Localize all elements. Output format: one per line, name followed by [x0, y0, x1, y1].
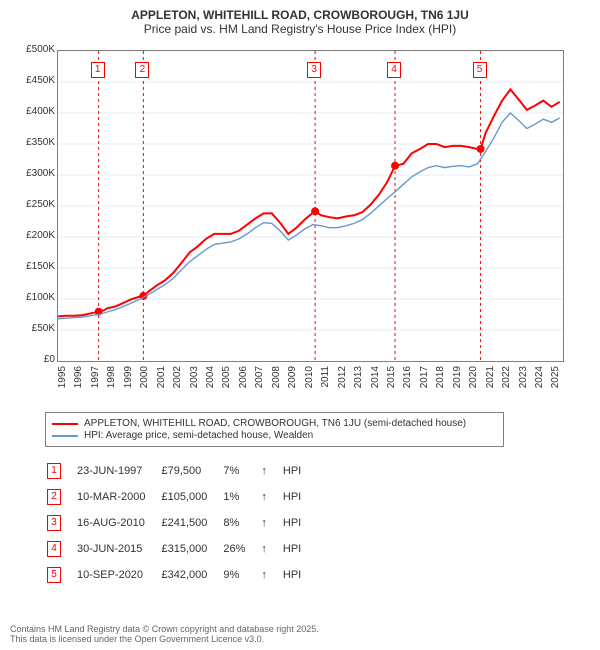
- legend: APPLETON, WHITEHILL ROAD, CROWBOROUGH, T…: [45, 412, 504, 447]
- sale-price: £342,000: [161, 563, 221, 587]
- table-row: 3 16-AUG-2010£241,5008%↑HPI: [47, 511, 315, 535]
- sale-date: 10-SEP-2020: [77, 563, 159, 587]
- sale-date: 30-JUN-2015: [77, 537, 159, 561]
- sales-table: 123-JUN-1997£79,5007%↑HPI210-MAR-2000£10…: [45, 457, 317, 589]
- sale-pct: 26%: [223, 537, 259, 561]
- y-axis-tick: £250K: [15, 199, 55, 210]
- y-axis-tick: £150K: [15, 261, 55, 272]
- sale-marker: 2: [47, 489, 61, 505]
- chart-title-2: Price paid vs. HM Land Registry's House …: [0, 22, 600, 40]
- legend-swatch-1: [52, 423, 78, 425]
- x-axis-tick: 2008: [271, 366, 282, 406]
- x-axis-tick: 2018: [435, 366, 446, 406]
- x-axis-tick: 2001: [156, 366, 167, 406]
- legend-item-2: HPI: Average price, semi-detached house,…: [52, 430, 497, 441]
- sale-marker: 4: [47, 541, 61, 557]
- legend-item-1: APPLETON, WHITEHILL ROAD, CROWBOROUGH, T…: [52, 418, 497, 429]
- x-axis-tick: 2009: [287, 366, 298, 406]
- y-axis-tick: £350K: [15, 137, 55, 148]
- x-axis-tick: 2021: [485, 366, 496, 406]
- sale-suffix: HPI: [283, 563, 315, 587]
- x-axis-tick: 2007: [254, 366, 265, 406]
- x-axis-tick: 2013: [353, 366, 364, 406]
- chart-area: £0 £50K £100K £150K £200K £250K £300K £350K £400…: [15, 40, 575, 410]
- y-axis-tick: £50K: [15, 323, 55, 334]
- event-marker-box: 4: [387, 62, 401, 78]
- y-axis-tick: £0: [15, 354, 55, 365]
- x-axis-tick: 2020: [468, 366, 479, 406]
- x-axis-tick: 1997: [90, 366, 101, 406]
- y-axis-tick: £300K: [15, 168, 55, 179]
- sale-direction-icon: ↑: [261, 537, 281, 561]
- sale-price: £105,000: [161, 485, 221, 509]
- footer-attribution: Contains HM Land Registry data © Crown c…: [10, 624, 319, 644]
- x-axis-tick: 1999: [123, 366, 134, 406]
- x-axis-tick: 2004: [205, 366, 216, 406]
- event-marker-box: 3: [307, 62, 321, 78]
- sale-direction-icon: ↑: [261, 485, 281, 509]
- x-axis-tick: 2025: [550, 366, 561, 406]
- legend-label-2: HPI: Average price, semi-detached house,…: [84, 430, 313, 441]
- sale-direction-icon: ↑: [261, 563, 281, 587]
- y-axis-tick: £500K: [15, 44, 55, 55]
- legend-swatch-2: [52, 435, 78, 437]
- x-axis-tick: 2010: [304, 366, 315, 406]
- sale-price: £79,500: [161, 459, 221, 483]
- x-axis-tick: 2019: [452, 366, 463, 406]
- sale-pct: 8%: [223, 511, 259, 535]
- sale-price: £241,500: [161, 511, 221, 535]
- x-axis-tick: 2016: [402, 366, 413, 406]
- sale-date: 16-AUG-2010: [77, 511, 159, 535]
- x-axis-tick: 2015: [386, 366, 397, 406]
- sale-pct: 9%: [223, 563, 259, 587]
- event-marker-box: 5: [473, 62, 487, 78]
- chart-title-1: APPLETON, WHITEHILL ROAD, CROWBOROUGH, T…: [0, 0, 600, 22]
- x-axis-tick: 2011: [320, 366, 331, 406]
- sale-suffix: HPI: [283, 537, 315, 561]
- x-axis-tick: 1996: [73, 366, 84, 406]
- footer-line-2: This data is licensed under the Open Gov…: [10, 634, 319, 644]
- table-row: 4 30-JUN-2015£315,00026%↑HPI: [47, 537, 315, 561]
- sale-date: 10-MAR-2000: [77, 485, 159, 509]
- table-row: 2 10-MAR-2000£105,0001%↑HPI: [47, 485, 315, 509]
- x-axis-tick: 2022: [501, 366, 512, 406]
- x-axis-tick: 2017: [419, 366, 430, 406]
- sale-marker: 3: [47, 515, 61, 531]
- x-axis-tick: 2005: [221, 366, 232, 406]
- x-axis-tick: 2000: [139, 366, 150, 406]
- table-row: 5 10-SEP-2020£342,0009%↑HPI: [47, 563, 315, 587]
- y-axis-tick: £200K: [15, 230, 55, 241]
- sale-price: £315,000: [161, 537, 221, 561]
- x-axis-tick: 2006: [238, 366, 249, 406]
- sale-direction-icon: ↑: [261, 459, 281, 483]
- sale-pct: 7%: [223, 459, 259, 483]
- x-axis-tick: 2002: [172, 366, 183, 406]
- chart-container: APPLETON, WHITEHILL ROAD, CROWBOROUGH, T…: [0, 0, 600, 650]
- sale-date: 23-JUN-1997: [77, 459, 159, 483]
- y-axis-tick: £400K: [15, 106, 55, 117]
- legend-label-1: APPLETON, WHITEHILL ROAD, CROWBOROUGH, T…: [84, 418, 466, 429]
- sale-marker: 5: [47, 567, 61, 583]
- event-marker-box: 2: [135, 62, 149, 78]
- plot-svg: [57, 50, 564, 362]
- sale-suffix: HPI: [283, 485, 315, 509]
- sale-pct: 1%: [223, 485, 259, 509]
- sale-suffix: HPI: [283, 459, 315, 483]
- x-axis-tick: 2012: [337, 366, 348, 406]
- y-axis-tick: £450K: [15, 75, 55, 86]
- sale-direction-icon: ↑: [261, 511, 281, 535]
- sale-suffix: HPI: [283, 511, 315, 535]
- event-marker-box: 1: [91, 62, 105, 78]
- x-axis-tick: 1998: [106, 366, 117, 406]
- x-axis-tick: 2024: [534, 366, 545, 406]
- x-axis-tick: 2023: [518, 366, 529, 406]
- sale-marker: 1: [47, 463, 61, 479]
- x-axis-tick: 2014: [370, 366, 381, 406]
- x-axis-tick: 2003: [189, 366, 200, 406]
- y-axis-tick: £100K: [15, 292, 55, 303]
- footer-line-1: Contains HM Land Registry data © Crown c…: [10, 624, 319, 634]
- x-axis-tick: 1995: [57, 366, 68, 406]
- table-row: 1 23-JUN-1997£79,5007%↑HPI: [47, 459, 315, 483]
